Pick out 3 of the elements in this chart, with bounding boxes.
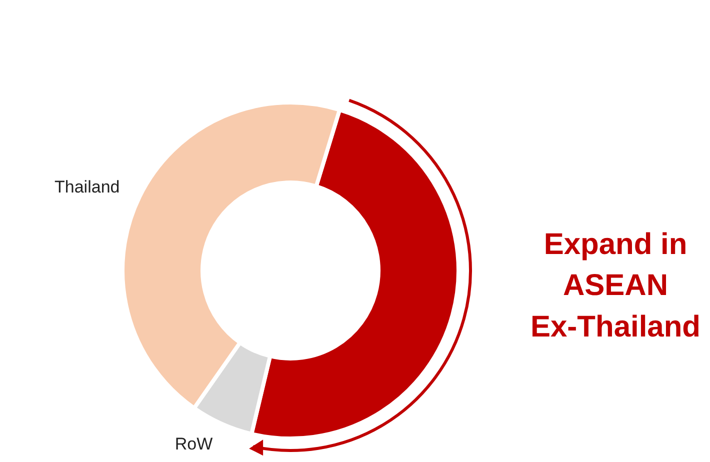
text: Expand in ASEAN Ex-Thailand: [530, 228, 701, 344]
slice-label: Thailand: [54, 178, 120, 197]
slice-label: RoW: [174, 434, 213, 454]
